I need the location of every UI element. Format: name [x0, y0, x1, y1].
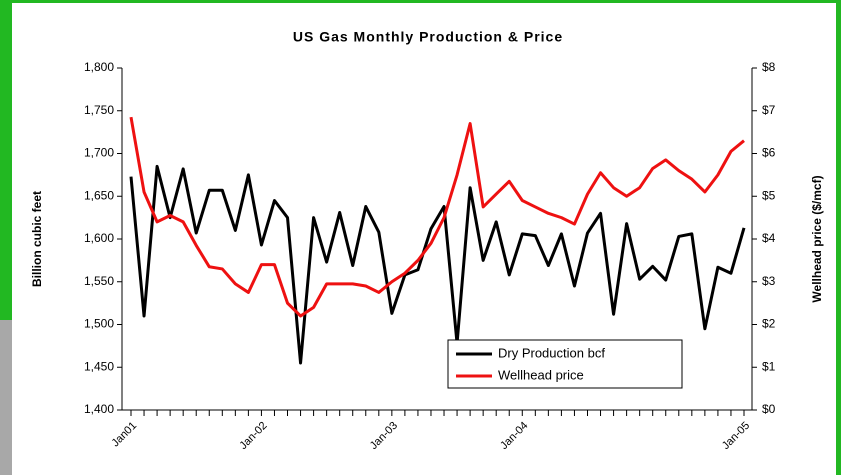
- frame-green: [0, 0, 12, 320]
- legend-label: Wellhead price: [498, 367, 584, 382]
- y2-tick-label: $2: [762, 317, 776, 331]
- x-tick-label: Jan-05: [720, 420, 752, 452]
- y2-axis-label: Wellhead price ($/mcf): [810, 175, 824, 302]
- y-tick-label: 1,700: [84, 146, 114, 160]
- x-tick-label: Jan-02: [237, 420, 269, 452]
- x-tick-label: Jan-04: [498, 420, 530, 452]
- y-tick-label: 1,750: [84, 103, 114, 117]
- chart-title: US Gas Monthly Production & Price: [293, 29, 563, 45]
- y-tick-label: 1,550: [84, 274, 114, 288]
- y2-tick-label: $0: [762, 402, 776, 416]
- y-tick-label: 1,650: [84, 188, 114, 202]
- series-line: [129, 164, 746, 365]
- frame-gray: [0, 320, 12, 475]
- x-tick-label: Jan-03: [368, 420, 400, 452]
- legend-label: Dry Production bcf: [498, 345, 605, 360]
- frame-right: [836, 0, 841, 475]
- frame-top: [0, 0, 841, 3]
- y2-tick-label: $4: [762, 231, 776, 245]
- y-tick-label: 1,400: [84, 402, 114, 416]
- y-tick-label: 1,450: [84, 359, 114, 373]
- y2-tick-label: $6: [762, 146, 776, 160]
- y2-tick-label: $8: [762, 60, 776, 74]
- y-tick-label: 1,800: [84, 60, 114, 74]
- x-tick-label: Jan01: [109, 420, 139, 450]
- y2-tick-label: $7: [762, 103, 776, 117]
- y-tick-label: 1,600: [84, 231, 114, 245]
- y-tick-label: 1,500: [84, 317, 114, 331]
- y2-tick-label: $5: [762, 188, 776, 202]
- y2-tick-label: $1: [762, 359, 776, 373]
- series-line: [129, 116, 745, 318]
- y-axis-label: Billion cubic feet: [30, 191, 44, 287]
- y2-tick-label: $3: [762, 274, 776, 288]
- legend-box: [447, 339, 683, 389]
